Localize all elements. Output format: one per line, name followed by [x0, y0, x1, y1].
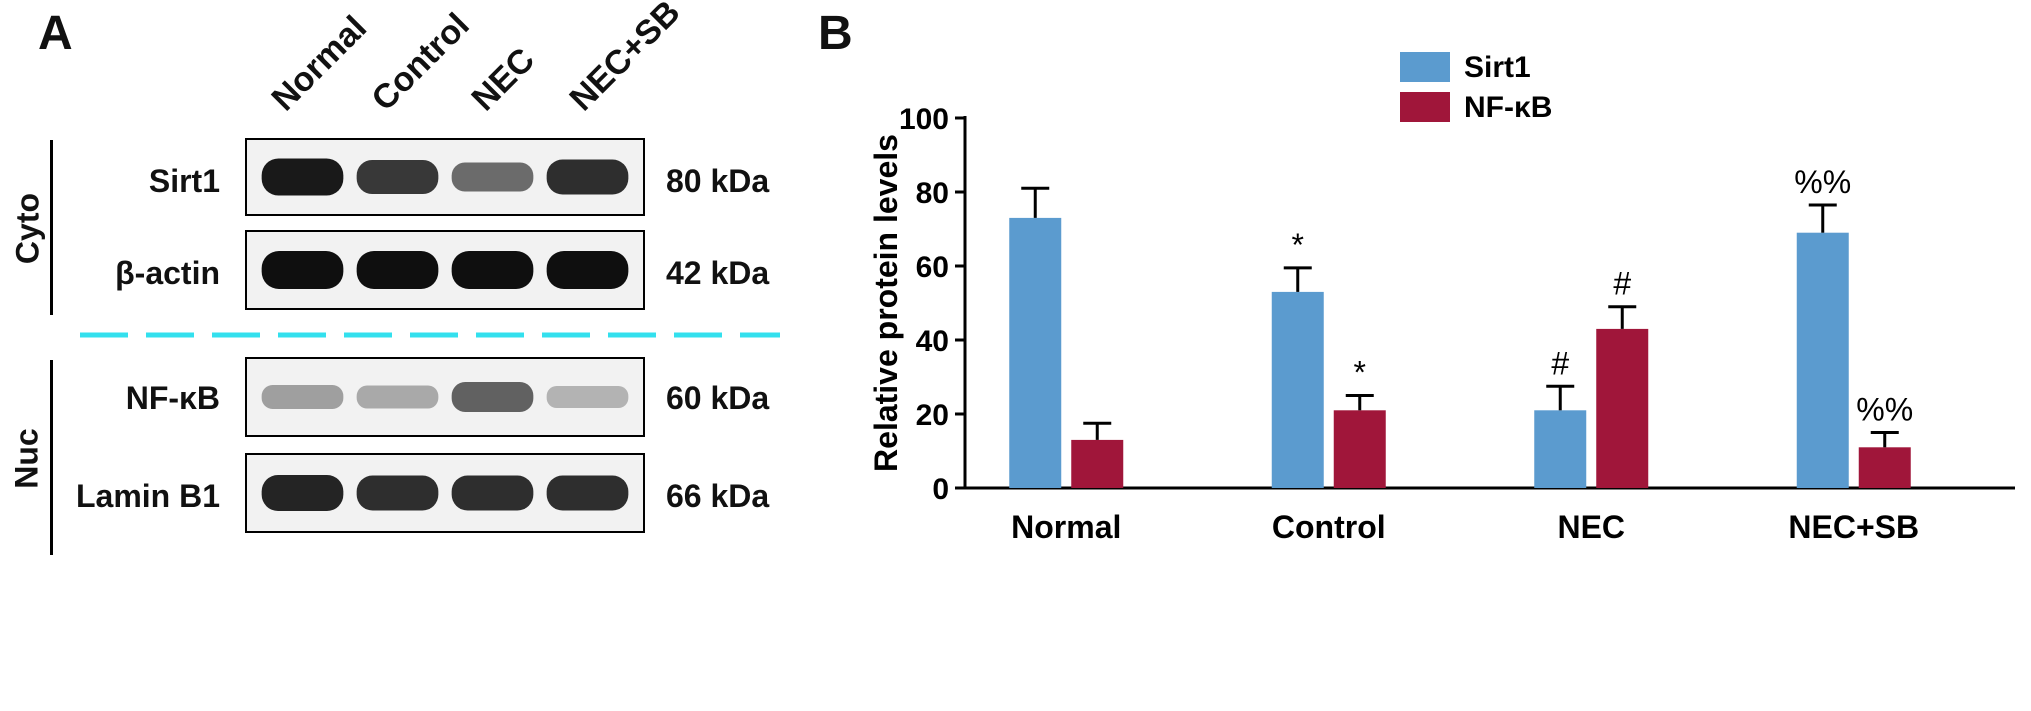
blot-band — [451, 162, 534, 192]
blot-band — [451, 382, 534, 412]
blot-band — [261, 251, 344, 289]
band-label-lamin-b1: Lamin B1 — [75, 478, 220, 514]
y-tick-label: 100 — [899, 103, 949, 136]
x-tick-label: NEC — [1557, 509, 1625, 545]
lane-label-nec-sb: NEC+SB — [562, 0, 688, 119]
blot-band — [356, 251, 439, 289]
panel-b-letter: B — [818, 7, 853, 60]
kda-sirt1: 80 kDa — [666, 163, 770, 199]
blot-band — [261, 158, 344, 196]
blot-band — [261, 475, 344, 511]
blot-beta-actin — [245, 230, 645, 310]
blot-nfkb — [245, 357, 645, 437]
band-label-sirt1: Sirt1 — [148, 163, 220, 199]
blot-lamin-b1 — [245, 453, 645, 533]
bar-nf-b — [1596, 328, 1649, 488]
blot-band — [261, 385, 344, 409]
significance-mark: %% — [1856, 392, 1913, 428]
band-label-beta-actin: β-actin — [115, 255, 220, 291]
panel-a-letter: A — [38, 7, 73, 60]
blot-sirt1 — [245, 138, 645, 216]
legend-swatch — [1400, 92, 1450, 122]
bar-sirt1 — [1009, 217, 1062, 488]
cyto-bracket — [50, 140, 53, 315]
kda-nfkb: 60 kDa — [666, 380, 770, 416]
nuc-bracket — [50, 360, 53, 555]
blot-band — [546, 251, 629, 289]
y-tick-label: 0 — [932, 473, 949, 506]
lane-label-normal: Normal — [264, 8, 375, 119]
significance-mark: # — [1551, 345, 1569, 381]
x-tick-label: NEC+SB — [1788, 509, 1919, 545]
kda-beta-actin: 42 kDa — [666, 255, 770, 291]
legend-label: Sirt1 — [1464, 51, 1531, 84]
blot-band — [546, 475, 629, 511]
y-tick-label: 40 — [916, 325, 949, 358]
bar-nf-b — [1858, 447, 1911, 488]
y-tick-label: 60 — [916, 251, 949, 284]
bar-sirt1 — [1271, 291, 1324, 488]
lane-label-nec: NEC — [464, 40, 543, 119]
blot-band — [356, 160, 439, 194]
blot-band — [451, 475, 534, 511]
bar-sirt1 — [1796, 232, 1849, 488]
x-tick-label: Control — [1272, 509, 1386, 545]
lane-label-control: Control — [364, 5, 477, 119]
blot-band — [356, 385, 439, 409]
blot-band — [356, 475, 439, 511]
blot-band — [546, 159, 629, 195]
bar-nf-b — [1071, 439, 1124, 488]
y-axis-label: Relative protein levels — [868, 134, 904, 472]
legend-swatch — [1400, 52, 1450, 82]
y-tick-label: 80 — [916, 177, 949, 210]
significance-mark: # — [1613, 266, 1631, 302]
bar-sirt1 — [1534, 410, 1587, 488]
legend-label: NF-κB — [1464, 91, 1552, 124]
cyto-nuc-divider — [80, 332, 780, 338]
significance-mark: * — [1354, 355, 1366, 391]
blot-band — [451, 251, 534, 289]
kda-lamin-b1: 66 kDa — [666, 478, 770, 514]
significance-mark: %% — [1794, 164, 1851, 200]
y-tick-label: 20 — [916, 399, 949, 432]
significance-mark: * — [1292, 227, 1304, 263]
band-label-nfkb: NF-κB — [125, 380, 220, 416]
bar-nf-b — [1333, 410, 1386, 488]
blot-band — [546, 386, 629, 408]
x-tick-label: Normal — [1011, 509, 1121, 545]
